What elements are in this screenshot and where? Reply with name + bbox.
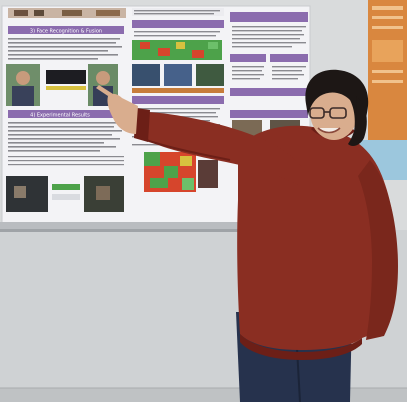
result-photo-4 [198,160,218,188]
pointing-arm [146,112,304,186]
poster-section-header-2 [8,110,124,118]
glasses [309,107,347,119]
poster-rail [0,222,312,232]
face [310,84,358,140]
smile [317,127,341,134]
poster-section-title-2: 4) Experimental Results [30,113,90,119]
thumb-photo-1 [6,176,48,212]
result-photo-3 [196,64,224,86]
right-arm [358,160,398,340]
heatmap-bottom [144,152,196,192]
pointing-hand [107,93,138,134]
result-photo-2 [164,64,192,86]
result-photo-1 [132,64,160,86]
sweater [237,125,397,350]
hair [305,69,369,142]
orange-poster [368,0,407,150]
face-photo-dark [46,70,86,84]
poster-section-title: 3) Face Recognition & Fusion [30,29,102,35]
heatmap-top [132,40,222,60]
pointing-finger [96,85,113,96]
poster-section-header [8,26,124,34]
